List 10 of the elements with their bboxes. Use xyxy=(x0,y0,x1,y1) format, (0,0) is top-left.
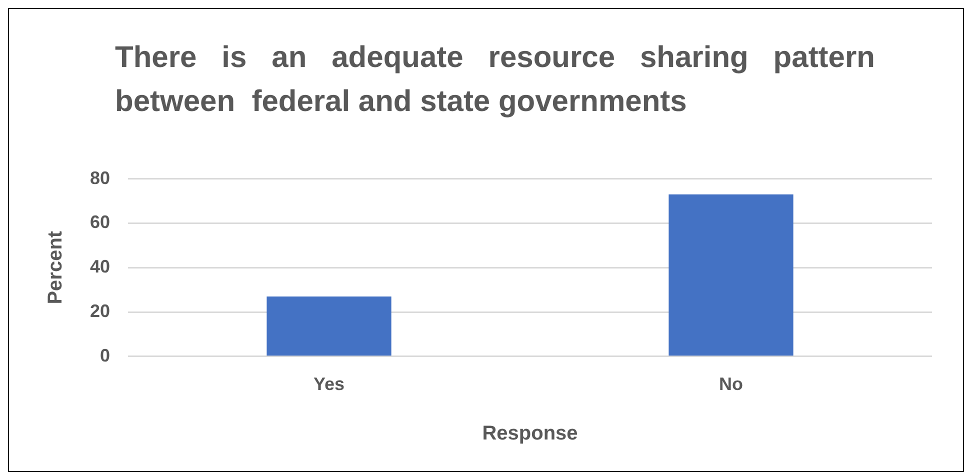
chart-title: There is an adequate resource sharing pattern between federal and state governments xyxy=(115,40,875,120)
y-tick-label: 20 xyxy=(90,300,110,321)
y-tick-label: 80 xyxy=(90,168,110,188)
x-tick-label: Yes xyxy=(313,374,345,394)
y-axis-title: Percent xyxy=(44,230,67,304)
y-tick-label: 0 xyxy=(100,345,110,366)
x-tick-label: No xyxy=(719,374,744,394)
y-tick-label: 40 xyxy=(90,256,110,277)
y-tick-label: 60 xyxy=(90,212,110,232)
x-axis-title: Response xyxy=(482,422,578,445)
